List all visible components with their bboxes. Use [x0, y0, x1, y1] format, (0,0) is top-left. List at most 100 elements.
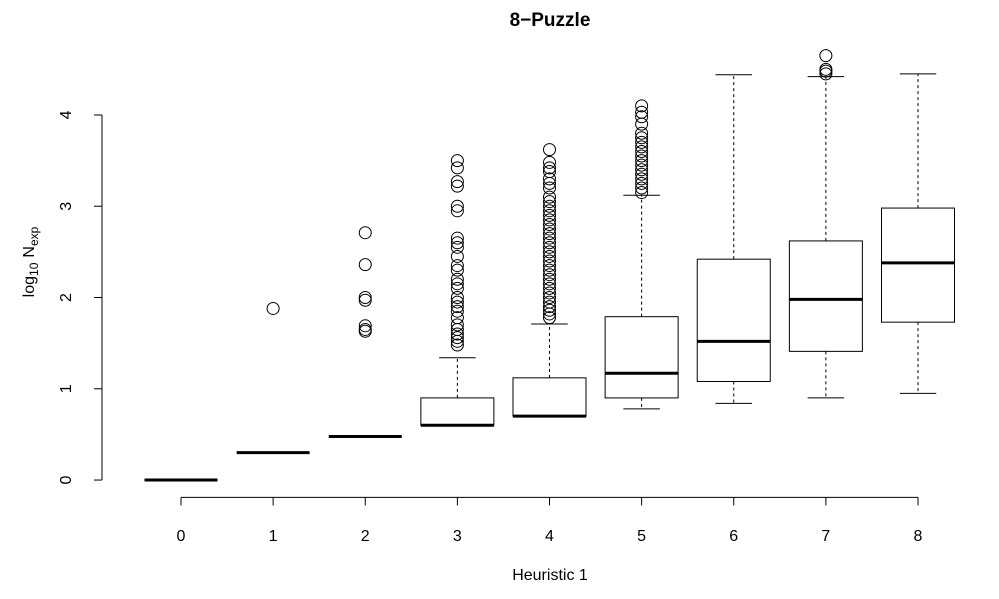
outlier — [358, 293, 372, 307]
x-tick-label: 7 — [821, 528, 830, 545]
outlier — [635, 158, 649, 172]
outlier — [635, 105, 649, 119]
outlier — [450, 204, 464, 218]
x-tick-label: 4 — [545, 528, 554, 545]
y-label-sub: 10 — [27, 262, 41, 276]
outlier — [450, 154, 464, 168]
outlier — [543, 181, 556, 195]
outlier — [450, 318, 464, 332]
outlier — [635, 110, 649, 124]
x-tick-label: 0 — [177, 528, 186, 545]
box — [881, 207, 955, 323]
outlier — [450, 240, 464, 254]
y-label-sub: exp — [27, 226, 41, 246]
x-tick-label: 1 — [269, 528, 278, 545]
outlier — [543, 172, 556, 186]
outlier — [450, 281, 464, 295]
outlier — [450, 295, 464, 309]
outlier — [450, 175, 464, 189]
outlier — [543, 311, 556, 325]
outlier — [543, 208, 556, 222]
y-tick-label: 3 — [58, 202, 75, 211]
outlier — [450, 259, 464, 273]
outlier — [543, 245, 556, 259]
outlier — [543, 303, 556, 317]
outlier — [635, 135, 649, 149]
outlier — [543, 249, 556, 263]
outlier — [450, 300, 464, 314]
outlier — [543, 213, 556, 227]
outlier — [450, 277, 464, 291]
box — [512, 377, 587, 417]
outlier — [450, 199, 464, 213]
outlier — [819, 62, 833, 76]
outlier — [819, 49, 833, 63]
outlier — [543, 227, 556, 241]
outlier — [635, 99, 649, 113]
outlier — [635, 140, 649, 154]
box — [696, 258, 771, 382]
outlier — [450, 272, 464, 286]
outlier — [543, 195, 556, 209]
x-tick-label: 5 — [637, 528, 646, 545]
outlier — [543, 155, 556, 169]
outlier — [450, 291, 464, 305]
outlier — [543, 281, 556, 295]
outlier — [358, 291, 372, 305]
outlier — [635, 131, 649, 145]
outlier — [450, 179, 464, 193]
y-label-part: log — [21, 276, 38, 297]
outlier — [450, 236, 464, 250]
outlier — [543, 204, 556, 218]
outlier — [358, 319, 372, 333]
y-tick-label: 2 — [58, 293, 75, 302]
outlier — [543, 291, 556, 305]
x-axis-label: Heuristic 1 — [512, 567, 588, 584]
x-tick-label: 3 — [453, 528, 462, 545]
outlier — [543, 217, 556, 231]
y-tick-label: 0 — [58, 476, 75, 485]
outlier — [635, 154, 649, 168]
outlier — [358, 322, 372, 336]
y-tick-label: 4 — [58, 110, 75, 119]
outlier — [450, 338, 464, 352]
outlier — [543, 277, 556, 291]
outlier — [635, 176, 649, 190]
outlier — [635, 117, 649, 131]
outlier — [543, 236, 556, 250]
x-tick-label: 2 — [361, 528, 370, 545]
outlier — [543, 231, 556, 245]
outlier — [543, 254, 556, 268]
outlier — [450, 311, 464, 325]
outlier — [543, 143, 556, 157]
outlier — [358, 258, 372, 272]
outlier — [543, 240, 556, 254]
outlier — [543, 190, 556, 204]
outlier — [543, 272, 556, 286]
outlier — [266, 301, 280, 315]
outlier — [635, 172, 649, 186]
outlier — [635, 149, 649, 163]
y-tick-label: 1 — [58, 384, 75, 393]
x-tick-label: 8 — [914, 528, 923, 545]
y-axis-label: log10 Nexp — [21, 226, 41, 297]
outlier — [543, 300, 556, 314]
outlier — [450, 231, 464, 245]
outlier — [450, 327, 464, 341]
outlier — [635, 167, 649, 181]
y-label-part: N — [21, 246, 38, 258]
outlier — [358, 226, 372, 240]
outlier — [635, 144, 649, 158]
outlier — [450, 263, 464, 277]
outlier — [543, 199, 556, 213]
outlier — [450, 249, 464, 263]
outlier — [543, 259, 556, 273]
outlier — [543, 165, 556, 179]
outlier — [543, 286, 556, 300]
outlier — [543, 222, 556, 236]
outlier — [635, 186, 649, 200]
box — [420, 397, 495, 426]
outlier — [543, 268, 556, 282]
x-tick-label: 6 — [729, 528, 738, 545]
